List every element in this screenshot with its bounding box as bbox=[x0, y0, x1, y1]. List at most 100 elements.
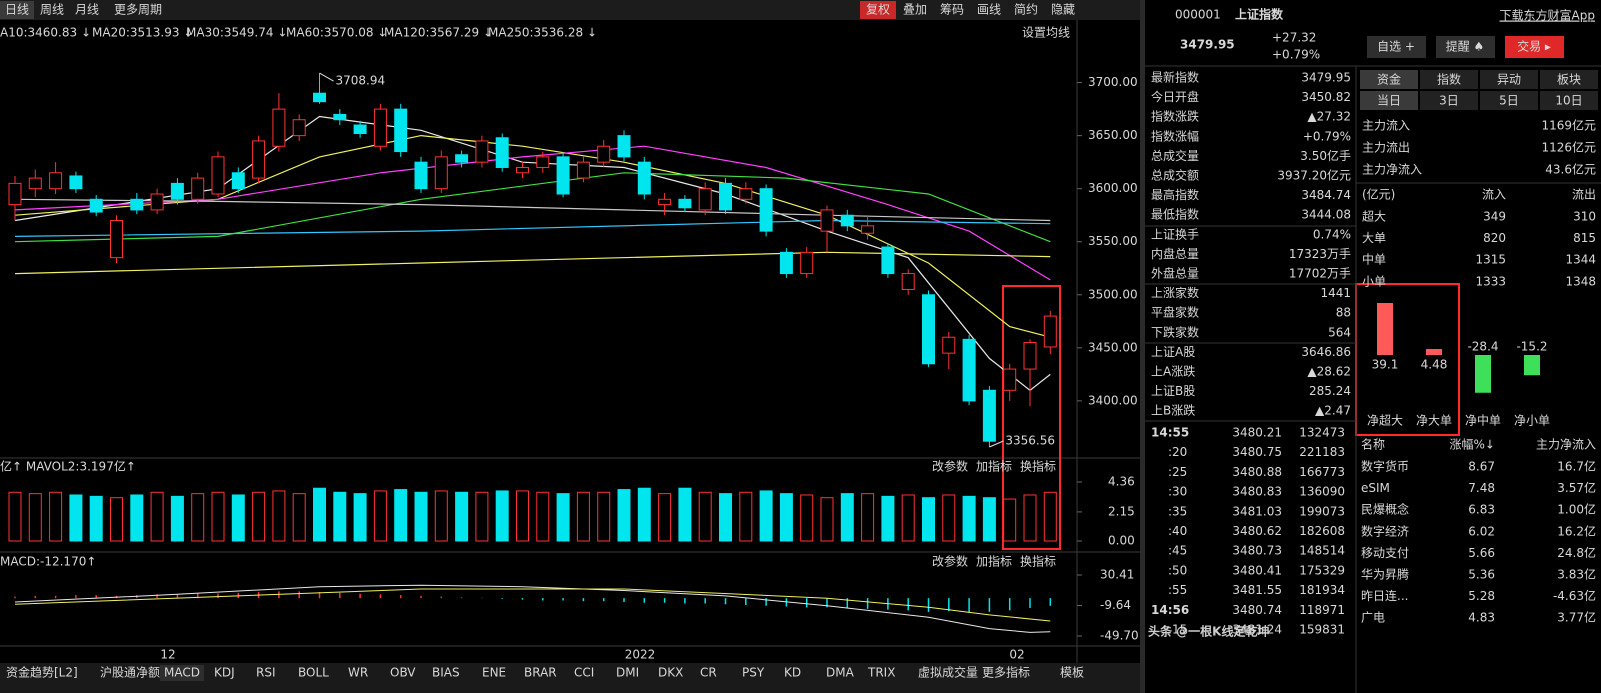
indicator-tab[interactable]: CCI bbox=[574, 666, 594, 680]
indicator-tab[interactable]: DMA bbox=[826, 666, 855, 680]
indicator-tab[interactable]: KDJ bbox=[214, 666, 235, 680]
volume-bar bbox=[495, 490, 509, 542]
flow-tab[interactable]: 指数 bbox=[1437, 72, 1461, 87]
period-tab[interactable]: 周线 bbox=[40, 3, 64, 17]
indicator-tab[interactable]: ENE bbox=[482, 666, 506, 680]
panel-action[interactable]: 改参数 bbox=[932, 459, 968, 474]
period-tab[interactable]: 月线 bbox=[75, 3, 99, 17]
button-bg[interactable] bbox=[1505, 36, 1564, 58]
annotation-arrow bbox=[319, 72, 334, 82]
volume-bar bbox=[901, 494, 915, 542]
stat-value: 3479.95 bbox=[1301, 71, 1351, 85]
tool-button[interactable]: 简约 bbox=[1014, 2, 1038, 17]
tab-bg[interactable] bbox=[1540, 91, 1598, 110]
sector-change: 6.83 bbox=[1468, 503, 1495, 517]
ma-settings[interactable]: 设置均线 bbox=[1022, 26, 1070, 40]
flow-value: 1126亿元 bbox=[1541, 140, 1596, 155]
tab-bg[interactable] bbox=[1420, 70, 1478, 89]
panel-action[interactable]: 换指标 bbox=[1020, 459, 1056, 474]
flow-period[interactable]: 10日 bbox=[1555, 94, 1582, 108]
tab-bg[interactable] bbox=[1540, 70, 1598, 89]
stat-value: 3444.08 bbox=[1301, 208, 1351, 222]
flow-cell: 大单 bbox=[1362, 231, 1386, 245]
flow-tab[interactable]: 异动 bbox=[1497, 73, 1521, 87]
trade-time: :15 bbox=[1168, 623, 1187, 637]
stat-value: 3937.20亿元 bbox=[1277, 168, 1351, 183]
panel-action[interactable]: 换指标 bbox=[1020, 554, 1056, 569]
candle-body bbox=[353, 124, 367, 135]
indicator-tab[interactable]: 虚拟成交量 bbox=[918, 665, 978, 680]
tab-bg[interactable] bbox=[1360, 91, 1418, 110]
candle-body bbox=[759, 188, 773, 232]
tool-button[interactable]: 筹码 bbox=[940, 3, 964, 17]
download-link[interactable]: 下载东方财富App bbox=[1500, 8, 1595, 23]
y-tick-label: 3700.00 bbox=[1088, 75, 1138, 89]
indicator-tab[interactable]: TRIX bbox=[867, 666, 895, 680]
candle-body bbox=[962, 338, 976, 402]
flow-period[interactable]: 3日 bbox=[1439, 94, 1459, 108]
trade-time: :25 bbox=[1168, 465, 1187, 479]
tool-button[interactable]: 复权 bbox=[866, 3, 890, 17]
sector-flow: 3.77亿 bbox=[1557, 610, 1596, 625]
flow-cell: 小单 bbox=[1362, 274, 1386, 288]
period-tab[interactable]: 日线 bbox=[5, 3, 29, 17]
indicator-tab[interactable]: KD bbox=[784, 666, 801, 680]
button[interactable]: 交易 ▸ bbox=[1517, 39, 1551, 54]
flow-tab[interactable]: 资金 bbox=[1377, 72, 1401, 87]
volume-bar bbox=[922, 497, 935, 542]
annotation: 3708.94 bbox=[336, 74, 386, 88]
tab-bg[interactable] bbox=[1360, 70, 1418, 89]
flow-tab[interactable]: 板块 bbox=[1557, 73, 1581, 87]
tab-bg[interactable] bbox=[1480, 70, 1538, 89]
volume-bar bbox=[231, 494, 245, 542]
indicator-tab[interactable]: MACD bbox=[164, 666, 200, 680]
net-value: -28.4 bbox=[1467, 340, 1498, 354]
indicator-tab[interactable]: BOLL bbox=[298, 666, 329, 680]
button[interactable]: 提醒 ♠ bbox=[1446, 39, 1485, 54]
candle-body bbox=[922, 294, 935, 365]
tool-button[interactable]: 画线 bbox=[977, 3, 1001, 17]
indicator-tab[interactable]: OBV bbox=[390, 666, 416, 680]
indicator-tab[interactable]: DKX bbox=[658, 666, 683, 680]
panel-action[interactable]: 加指标 bbox=[976, 459, 1012, 474]
ma-legend: A10:3460.83 ↓ bbox=[0, 26, 91, 40]
indicator-tab[interactable]: 更多指标 bbox=[982, 665, 1030, 680]
indicator-tab[interactable]: RSI bbox=[256, 666, 276, 680]
sector-flow: -4.63亿 bbox=[1553, 588, 1596, 603]
indicator-tab[interactable]: PSY bbox=[742, 666, 765, 680]
period-tab[interactable]: 更多周期 bbox=[114, 3, 162, 17]
volume-bar bbox=[962, 495, 976, 542]
volume-bar bbox=[1023, 494, 1037, 542]
indicator-tab[interactable]: 模板 bbox=[1060, 666, 1084, 680]
indicator-tab[interactable]: DMI bbox=[616, 666, 639, 680]
button-bg[interactable] bbox=[1436, 36, 1495, 58]
panel-action[interactable]: 改参数 bbox=[932, 554, 968, 569]
flow-period[interactable]: 5日 bbox=[1499, 94, 1519, 108]
button-bg[interactable] bbox=[1367, 36, 1426, 58]
indicator-tab[interactable]: WR bbox=[348, 666, 368, 680]
flow-table-header: 流入 bbox=[1482, 188, 1506, 202]
indicator-tab[interactable]: CR bbox=[700, 666, 717, 680]
tool-button[interactable]: 隐藏 bbox=[1051, 3, 1075, 17]
indicator-tab[interactable]: BRAR bbox=[524, 666, 557, 680]
stat-label: 总成交额 bbox=[1151, 168, 1199, 183]
stat-label: 今日开盘 bbox=[1151, 89, 1199, 104]
tab-bg[interactable] bbox=[1420, 91, 1478, 110]
indicator-tab[interactable]: BIAS bbox=[432, 666, 460, 680]
tool-button[interactable]: 叠加 bbox=[903, 3, 927, 17]
indicator-tab[interactable]: 沪股通净额 bbox=[100, 666, 160, 680]
indicator-tab[interactable]: 资金趋势[L2] bbox=[6, 665, 78, 680]
candle-body bbox=[475, 140, 489, 163]
volume-bar bbox=[150, 491, 164, 542]
net-bar bbox=[1426, 349, 1442, 355]
tab-bg[interactable] bbox=[1480, 91, 1538, 110]
flow-period[interactable]: 当日 bbox=[1377, 94, 1401, 108]
candle-body bbox=[982, 389, 996, 442]
stat-value: 88 bbox=[1336, 306, 1351, 320]
y-tick-label: 3450.00 bbox=[1088, 340, 1138, 354]
panel-action[interactable]: 加指标 bbox=[976, 554, 1012, 569]
volume-bar bbox=[292, 493, 306, 542]
candle-body bbox=[597, 145, 611, 163]
button[interactable]: 自选 + bbox=[1377, 40, 1415, 54]
